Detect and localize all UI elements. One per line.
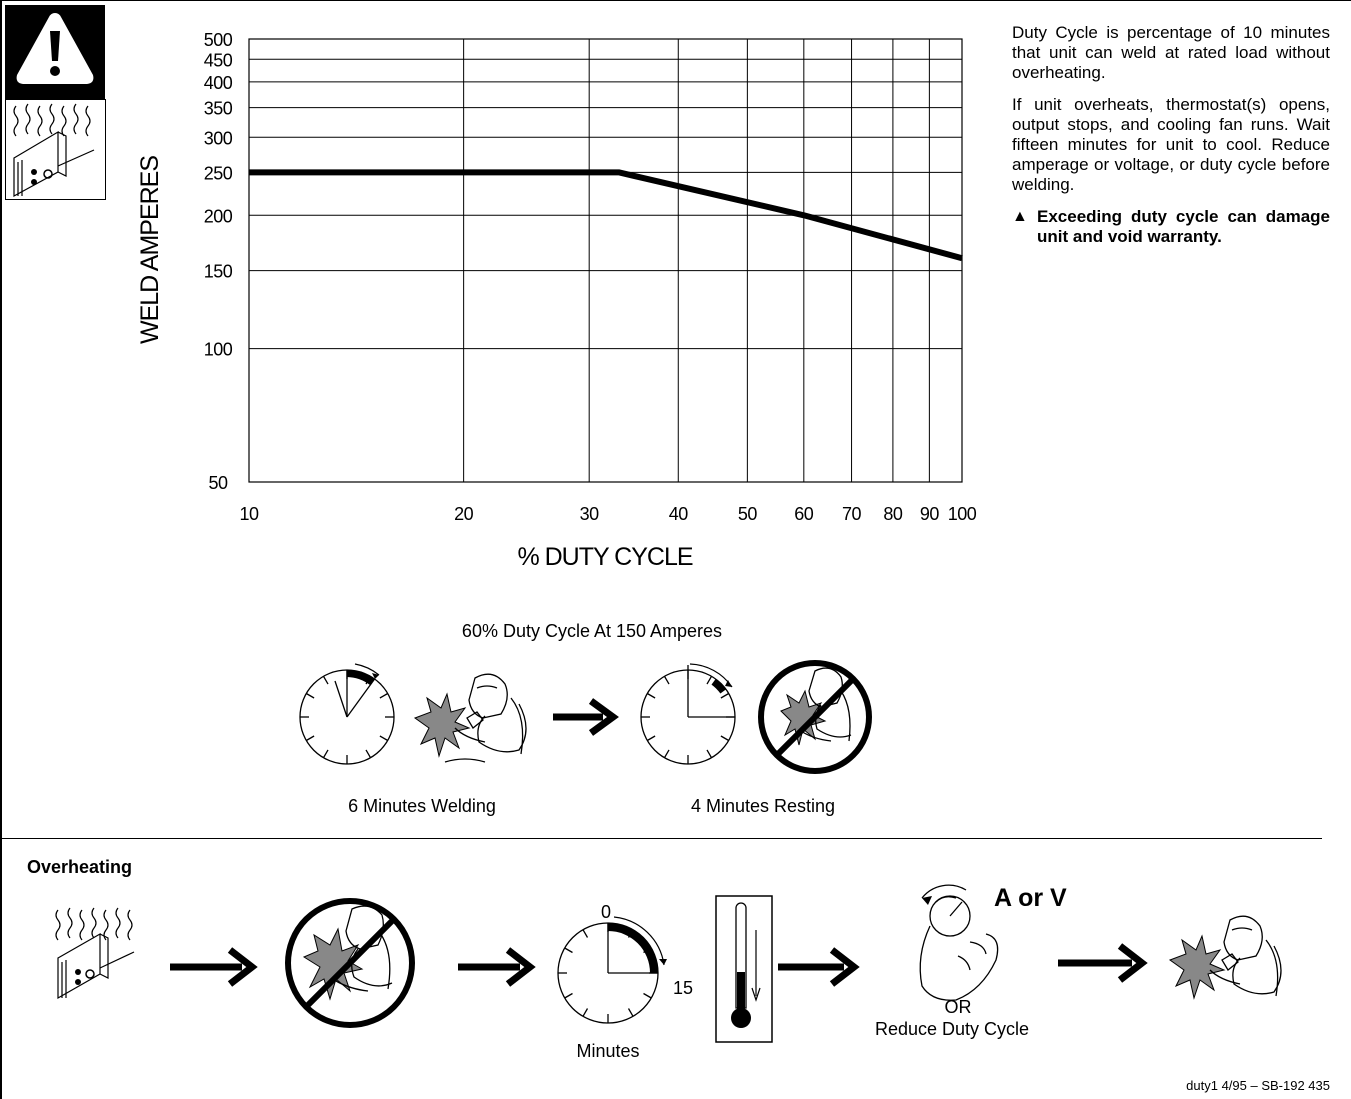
description-paragraph-1: Duty Cycle is percentage of 10 minutes t… [1012, 23, 1330, 82]
exclamation-triangle-icon [16, 13, 94, 84]
right-arrow-icon [458, 947, 536, 987]
x-tick-label: 60 [794, 504, 814, 524]
description-paragraph-2: If unit overheats, thermostat(s) opens, … [1012, 95, 1330, 194]
reduce-duty-cycle-label: Reduce Duty Cycle [874, 1019, 1030, 1039]
y-tick-label: 350 [204, 99, 233, 119]
y-axis-title: WELD AMPERES [136, 155, 164, 345]
welding-clock-icon [299, 663, 395, 765]
right-arrow-icon [170, 947, 258, 987]
y-tick-label: 50 [208, 473, 228, 493]
overheating-title: Overheating [27, 857, 133, 877]
no-welding-icon [285, 898, 415, 1028]
page-left-border [0, 0, 2, 1099]
hot-unit-icon [55, 907, 135, 1000]
warning-block [5, 5, 106, 200]
duty-cycle-chart: 10 20 30 40 50 60 70 80 90 100 50 100 150 200 250 300 35… [204, 30, 978, 524]
document-reference-footer: duty1 4/95 – SB-192 435 [1186, 1078, 1330, 1093]
x-tick-label: 80 [883, 504, 903, 524]
amps-or-volts-label: A or V [994, 884, 1067, 912]
or-label: OR [944, 997, 972, 1017]
overheating-sequence [55, 884, 1282, 1043]
warning-header [5, 5, 105, 99]
timer-start-label: 0 [601, 902, 612, 922]
right-arrow-icon [778, 947, 860, 987]
thermometer-icon [715, 895, 773, 1043]
y-tick-label: 400 [204, 73, 233, 93]
warning-statement: ▲ Exceeding duty cycle can damage unit a… [1012, 207, 1330, 247]
resting-duration-label: 4 Minutes Resting [690, 796, 836, 816]
cooling-timer-clock-icon [557, 916, 667, 1024]
section-divider [2, 838, 1322, 839]
cycle-example-title: 60% Duty Cycle At 150 Amperes [461, 621, 723, 641]
welder-icon [413, 673, 527, 763]
adjust-knob-icon [919, 884, 999, 1001]
x-tick-label: 30 [580, 504, 600, 524]
warning-text: Exceeding duty cycle can damage unit and… [1037, 207, 1330, 246]
x-tick-label: 40 [669, 504, 689, 524]
x-tick-label: 90 [920, 504, 940, 524]
x-tick-label: 10 [239, 504, 259, 524]
right-arrow-icon [1058, 943, 1148, 983]
page-top-border [0, 0, 1351, 1]
no-welding-icon [758, 660, 872, 774]
hot-unit-panel [5, 99, 106, 200]
duty-cycle-description: Duty Cycle is percentage of 10 minutes t… [1012, 23, 1330, 247]
y-tick-label: 150 [204, 262, 233, 282]
y-tick-label: 250 [204, 163, 233, 183]
y-tick-label: 300 [204, 128, 233, 148]
rated-output-line [249, 169, 963, 262]
timer-minutes-label: Minutes [576, 1041, 640, 1061]
x-tick-label: 50 [738, 504, 758, 524]
welder-icon [1168, 915, 1282, 1000]
x-tick-label: 70 [842, 504, 862, 524]
y-tick-label: 500 [204, 30, 233, 50]
y-tick-label: 100 [204, 340, 233, 360]
cycle-example-illustration [299, 660, 872, 774]
warning-triangle-icon: ▲ [1012, 208, 1028, 225]
plot-area [248, 38, 963, 483]
y-tick-label: 200 [204, 206, 233, 226]
timer-end-label: 15 [673, 978, 694, 998]
x-tick-label: 20 [454, 504, 474, 524]
welding-duration-label: 6 Minutes Welding [348, 796, 496, 816]
y-tick-label: 450 [204, 50, 233, 70]
x-axis-title: % DUTY CYCLE [517, 543, 693, 571]
resting-clock-icon [640, 663, 736, 765]
right-arrow-icon [553, 698, 619, 736]
x-tick-label: 100 [948, 504, 977, 524]
hot-unit-icon [13, 103, 95, 198]
